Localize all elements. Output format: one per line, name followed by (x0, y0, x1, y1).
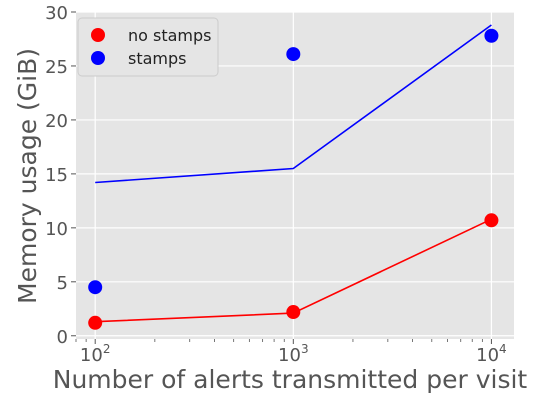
point-no-stamps (286, 305, 301, 320)
x-tick-label: 102 (80, 342, 111, 366)
fit-line-stamps (95, 24, 492, 184)
legend-label: stamps (128, 49, 187, 68)
point-no-stamps (484, 213, 499, 228)
x-axis-label: Number of alerts transmitted per visit (53, 365, 528, 394)
point-no-stamps (88, 315, 103, 330)
y-tick-label: 20 (45, 111, 68, 132)
legend-frame (77, 17, 219, 77)
y-tick-label: 5 (57, 273, 68, 294)
point-stamps (88, 280, 103, 295)
legend-marker (91, 51, 105, 65)
y-tick-label: 30 (45, 3, 68, 24)
y-tick-label: 0 (57, 327, 68, 348)
legend-label: no stamps (128, 26, 212, 45)
legend-marker (91, 28, 105, 42)
x-tick-label: 103 (278, 342, 309, 366)
y-tick-label: 10 (45, 219, 68, 240)
point-stamps (286, 47, 301, 62)
y-tick-label: 15 (45, 165, 68, 186)
y-axis-label: Memory usage (GiB) (13, 48, 42, 304)
x-tick-label: 104 (476, 342, 507, 366)
data-points (88, 28, 499, 330)
legend: no stamps stamps (77, 17, 219, 77)
y-axis-ticks: 0 5 10 15 20 25 30 (45, 3, 76, 348)
y-tick-label: 25 (45, 57, 68, 78)
x-axis-ticks: 102 103 104 (75, 339, 507, 366)
point-stamps (484, 28, 499, 43)
